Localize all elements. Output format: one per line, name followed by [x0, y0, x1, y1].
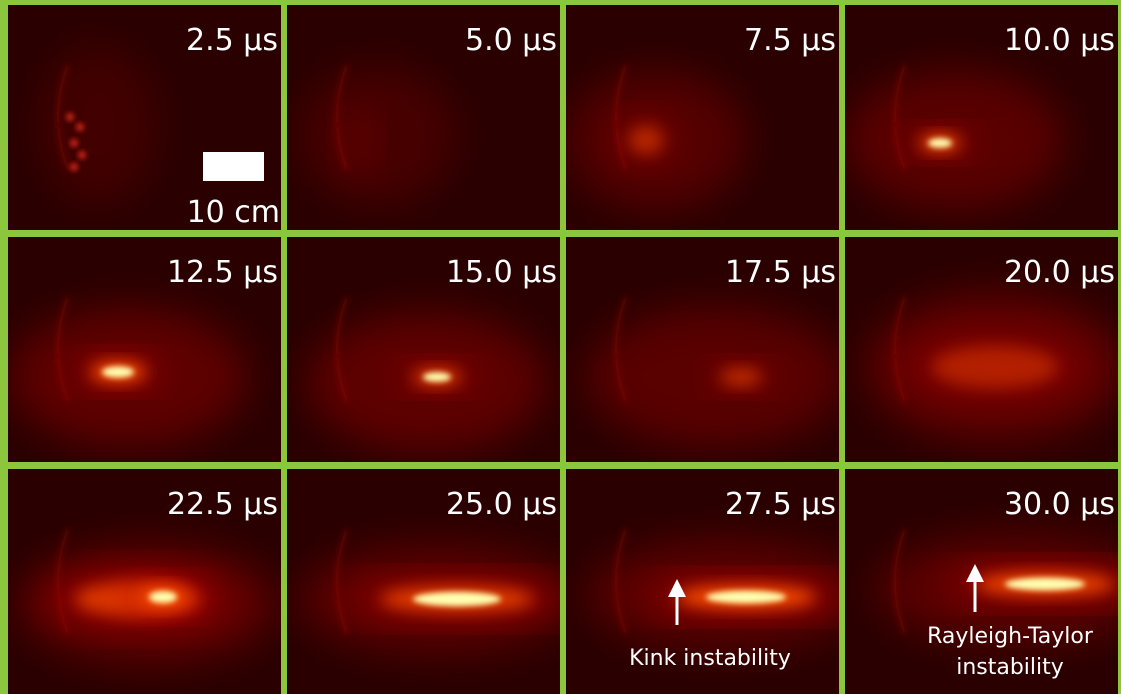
glow	[149, 591, 177, 603]
time-label: 12.5 µs	[167, 255, 278, 290]
scale-bar	[203, 152, 264, 181]
time-label: 17.5 µs	[725, 255, 836, 290]
glow	[38, 45, 158, 205]
glow	[297, 65, 457, 205]
plasma-spot	[71, 140, 78, 147]
plasma-spot	[79, 152, 86, 159]
figure: 2.5 µs 5.0 µs 7.5 µs 10.0 µs 12.5 µs 15.0 µs 1…	[0, 0, 1121, 694]
time-label: 27.5 µs	[725, 487, 836, 522]
glow	[629, 126, 664, 154]
annotation-text: instability	[956, 655, 1064, 680]
time-label: 10.0 µs	[1004, 23, 1115, 58]
glow	[928, 138, 952, 148]
time-label: 15.0 µs	[446, 255, 557, 290]
plasma-spot	[71, 164, 78, 171]
glow	[102, 366, 134, 377]
plasma-spot	[77, 124, 84, 131]
glow	[706, 591, 786, 604]
glow	[423, 372, 451, 382]
time-label: 7.5 µs	[744, 23, 836, 58]
time-label: 2.5 µs	[186, 23, 278, 58]
time-label: 5.0 µs	[465, 23, 557, 58]
glow	[720, 369, 762, 386]
glow	[932, 346, 1058, 388]
time-label: 25.0 µs	[446, 487, 557, 522]
glow	[1005, 578, 1085, 591]
plasma-spot	[67, 114, 74, 121]
glow	[413, 592, 501, 606]
annotation-text: Rayleigh-Taylor	[927, 624, 1094, 649]
glow	[342, 110, 372, 170]
annotation-text: Kink instability	[629, 646, 791, 671]
time-label: 20.0 µs	[1004, 255, 1115, 290]
time-label: 30.0 µs	[1004, 487, 1115, 522]
scale-label: 10 cm	[187, 195, 280, 230]
time-label: 22.5 µs	[167, 487, 278, 522]
